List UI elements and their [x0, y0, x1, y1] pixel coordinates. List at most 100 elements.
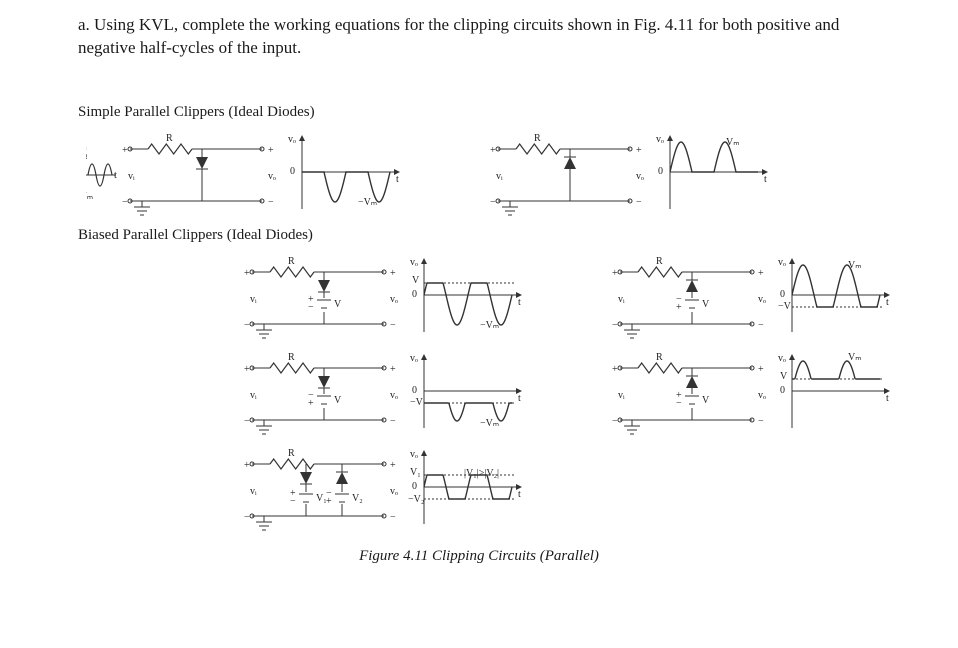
svg-text:+: +: [244, 460, 250, 471]
biased-row-3: +−+−vᵢvₒR+−V₁+−V₂tvₒV₁0−V₂|V₁|>|V₂|: [208, 442, 880, 532]
svg-text:vₒ: vₒ: [758, 390, 766, 401]
svg-text:−: −: [308, 302, 314, 313]
svg-text:V: V: [334, 395, 342, 406]
svg-text:0: 0: [412, 481, 417, 492]
svg-text:−V: −V: [778, 301, 792, 312]
svg-text:t: t: [764, 174, 767, 185]
svg-text:R: R: [288, 352, 295, 363]
svg-text:vₒ: vₒ: [390, 486, 398, 497]
svg-text:vᵢ: vᵢ: [618, 390, 625, 401]
svg-text:vₒ: vₒ: [390, 294, 398, 305]
svg-text:+: +: [122, 145, 128, 156]
svg-text:vₒ: vₒ: [656, 134, 664, 145]
svg-text:−Vₘ: −Vₘ: [480, 418, 499, 429]
section1-title: Simple Parallel Clippers (Ideal Diodes): [78, 104, 880, 121]
svg-text:vᵢ: vᵢ: [618, 294, 625, 305]
svg-text:−: −: [758, 416, 764, 427]
svg-text:−: −: [612, 320, 618, 331]
svg-text:+: +: [244, 268, 250, 279]
svg-text:R: R: [166, 133, 173, 144]
circuit-b5: +−+−vᵢvₒR+−V₁+−V₂: [208, 442, 398, 532]
circuit-b2: +−+−vᵢvₒR+−V: [576, 250, 766, 340]
svg-text:Vₘ: Vₘ: [848, 352, 861, 363]
svg-text:t: t: [886, 297, 889, 308]
svg-text:R: R: [288, 256, 295, 267]
svg-text:Vₘ: Vₘ: [726, 137, 739, 148]
svg-text:t: t: [396, 174, 399, 185]
svg-text:−: −: [636, 197, 642, 208]
circuit-waveform-pair: +−+−vᵢvₒRtvₒ0Vₘ: [454, 127, 774, 217]
svg-text:−: −: [390, 416, 396, 427]
svg-text:t: t: [518, 489, 521, 500]
svg-text:t: t: [114, 170, 117, 181]
svg-text:−: −: [612, 416, 618, 427]
svg-text:+: +: [390, 460, 396, 471]
svg-text:0: 0: [780, 289, 785, 300]
svg-text:+: +: [490, 145, 496, 156]
svg-text:0: 0: [780, 385, 785, 396]
svg-text:vₒ: vₒ: [778, 353, 786, 364]
svg-text:vₒ: vₒ: [268, 171, 276, 182]
waveform-wb1: tvₒV0−Vₘ: [408, 250, 528, 340]
svg-text:+: +: [390, 268, 396, 279]
svg-text:−: −: [308, 390, 314, 401]
svg-text:V: V: [334, 299, 342, 310]
waveform-wb2: t vₒ 0−V Vₘ: [776, 250, 896, 340]
svg-text:−V₂: −V₂: [408, 494, 424, 505]
svg-text:R: R: [656, 256, 663, 267]
svg-text:R: R: [288, 448, 295, 459]
svg-text:vᵢ: vᵢ: [250, 486, 257, 497]
svg-text:−: −: [290, 496, 296, 507]
svg-text:0: 0: [412, 289, 417, 300]
waveform-wb5: tvₒV₁0−V₂|V₁|>|V₂|: [408, 442, 528, 532]
svg-text:+: +: [758, 268, 764, 279]
waveform-ws1: tvₒ0−Vₘ: [286, 127, 406, 217]
svg-text:V₁: V₁: [410, 467, 421, 478]
circuit-waveform-pair: +−+−vᵢvₒR+−V₁+−V₂tvₒV₁0−V₂|V₁|>|V₂|: [208, 442, 528, 532]
svg-text:−: −: [676, 398, 682, 409]
page: a. Using KVL, complete the working equat…: [0, 0, 958, 575]
svg-text:Vₘ: Vₘ: [848, 260, 861, 271]
question-text: a. Using KVL, complete the working equat…: [78, 14, 880, 60]
svg-text:−: −: [490, 197, 496, 208]
svg-text:t: t: [518, 297, 521, 308]
svg-text:vᵢ: vᵢ: [496, 171, 503, 182]
svg-text:+: +: [268, 145, 274, 156]
svg-text:vᵢ: vᵢ: [250, 390, 257, 401]
svg-text:+: +: [390, 364, 396, 375]
svg-text:−: −: [122, 197, 128, 208]
svg-text:+: +: [244, 364, 250, 375]
svg-text:V: V: [780, 371, 788, 382]
svg-text:vₒ: vₒ: [636, 171, 644, 182]
svg-text:−: −: [390, 512, 396, 523]
svg-text:vₒ: vₒ: [778, 257, 786, 268]
waveform-ws2: tvₒ0Vₘ: [654, 127, 774, 217]
svg-text:vᵢ: vᵢ: [250, 294, 257, 305]
circuit-b3: +−+−vᵢvₒR+−V: [208, 346, 398, 436]
biased-row-1: +−+−vᵢvₒR+−VtvₒV0−Vₘ+−+−vᵢvₒR+−Vtvₒ0−VVₘ: [208, 250, 880, 340]
svg-text:V: V: [702, 395, 710, 406]
simple-clippers-row: Vₘ−Vₘtvᵢ+−+−vᵢvₒRtvₒ0−Vₘ+−+−vᵢvₒRtvₒ0Vₘ: [86, 127, 880, 217]
svg-text:t: t: [518, 393, 521, 404]
svg-text:R: R: [534, 133, 541, 144]
svg-text:V: V: [702, 299, 710, 310]
circuit-s2: +−+−vᵢvₒR: [454, 127, 644, 217]
svg-text:t: t: [886, 393, 889, 404]
circuit-waveform-pair: +−+−vᵢvₒR+−Vtvₒ0−V−Vₘ: [208, 346, 528, 436]
svg-text:0: 0: [412, 385, 417, 396]
circuit-s1: Vₘ−Vₘtvᵢ+−+−vᵢvₒR: [86, 127, 276, 217]
svg-text:vₒ: vₒ: [288, 134, 296, 145]
section2-title: Biased Parallel Clippers (Ideal Diodes): [78, 227, 880, 244]
svg-text:R: R: [656, 352, 663, 363]
svg-text:−: −: [390, 320, 396, 331]
svg-text:−: −: [676, 294, 682, 305]
svg-text:+: +: [612, 364, 618, 375]
svg-text:−: −: [268, 197, 274, 208]
svg-text:|V₁|>|V₂|: |V₁|>|V₂|: [464, 468, 499, 479]
svg-text:vₒ: vₒ: [758, 294, 766, 305]
svg-text:−: −: [244, 320, 250, 331]
circuit-waveform-pair: Vₘ−Vₘtvᵢ+−+−vᵢvₒRtvₒ0−Vₘ: [86, 127, 406, 217]
circuit-waveform-pair: +−+−vᵢvₒR+−VtvₒV0−Vₘ: [208, 250, 528, 340]
svg-text:−: −: [326, 488, 332, 499]
circuit-b4: +−+−vᵢvₒR+−V: [576, 346, 766, 436]
